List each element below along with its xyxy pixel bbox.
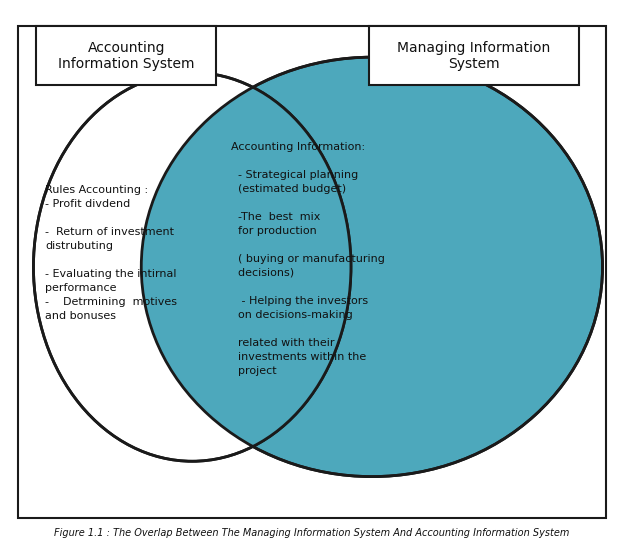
Text: Accounting
Information System: Accounting Information System <box>58 41 195 71</box>
FancyBboxPatch shape <box>19 27 605 518</box>
Text: Accounting Information:

  - Strategical planning
  (estimated budget)

  -The  : Accounting Information: - Strategical pl… <box>231 142 385 375</box>
Ellipse shape <box>34 72 351 461</box>
Polygon shape <box>141 87 351 446</box>
Ellipse shape <box>141 57 603 476</box>
FancyBboxPatch shape <box>369 27 578 85</box>
Text: Managing Information
System: Managing Information System <box>397 41 550 71</box>
Text: Figure 1.1 : The Overlap Between The Managing Information System And Accounting : Figure 1.1 : The Overlap Between The Man… <box>54 528 570 538</box>
Text: Rules Accounting :
- Profit divdend

-  Return of investment
distrubuting

- Eva: Rules Accounting : - Profit divdend - Re… <box>46 185 177 321</box>
FancyBboxPatch shape <box>36 27 216 85</box>
